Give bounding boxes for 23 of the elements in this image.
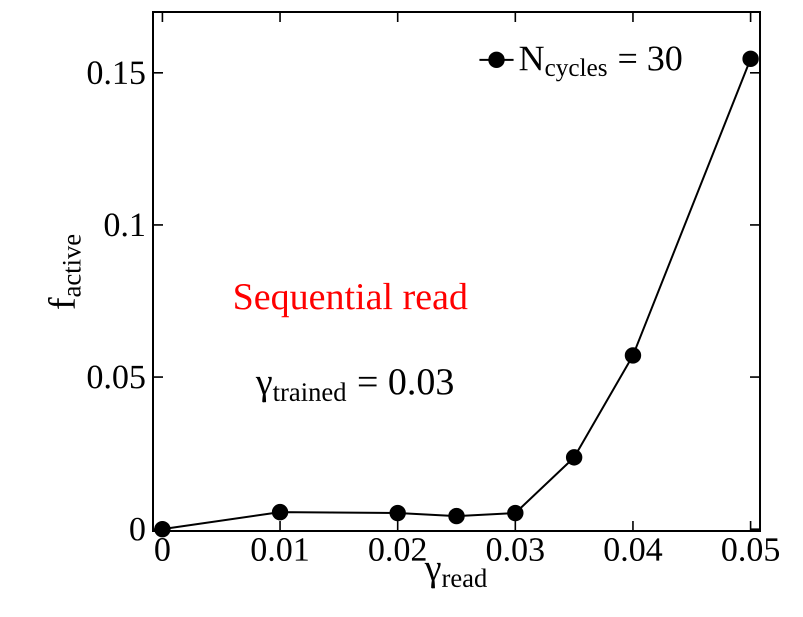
x-tick-label: 0.05 bbox=[722, 538, 780, 562]
annotation: Sequential read bbox=[235, 282, 468, 318]
x-tick-label: 0 bbox=[155, 538, 170, 562]
legend-label: N$_{cycles}$ = 30 bbox=[520, 46, 682, 82]
y-tick-label: 0.05 bbox=[88, 366, 145, 389]
point bbox=[566, 449, 582, 466]
y-tick-label: 0.1 bbox=[104, 213, 144, 236]
point bbox=[507, 504, 524, 522]
y-axis-title: f$_{active}$ bbox=[48, 234, 81, 309]
annotation: γ$_{trained}$ = 0.03 bbox=[256, 369, 453, 402]
point bbox=[448, 508, 465, 524]
x-tick-label: 0.03 bbox=[486, 538, 544, 562]
x-tick-label: 0.04 bbox=[604, 538, 662, 562]
point bbox=[154, 520, 171, 538]
x-axis-title: γ$_{read}$ bbox=[424, 562, 487, 588]
x-tick-label: 0.02 bbox=[369, 538, 426, 562]
point bbox=[272, 504, 288, 520]
point bbox=[389, 504, 406, 522]
y-tick-label: 0.15 bbox=[88, 61, 145, 84]
y-tick-label: 0 bbox=[130, 518, 145, 541]
x-tick-label: 0.01 bbox=[252, 538, 308, 562]
point bbox=[742, 50, 759, 68]
point bbox=[624, 347, 642, 364]
